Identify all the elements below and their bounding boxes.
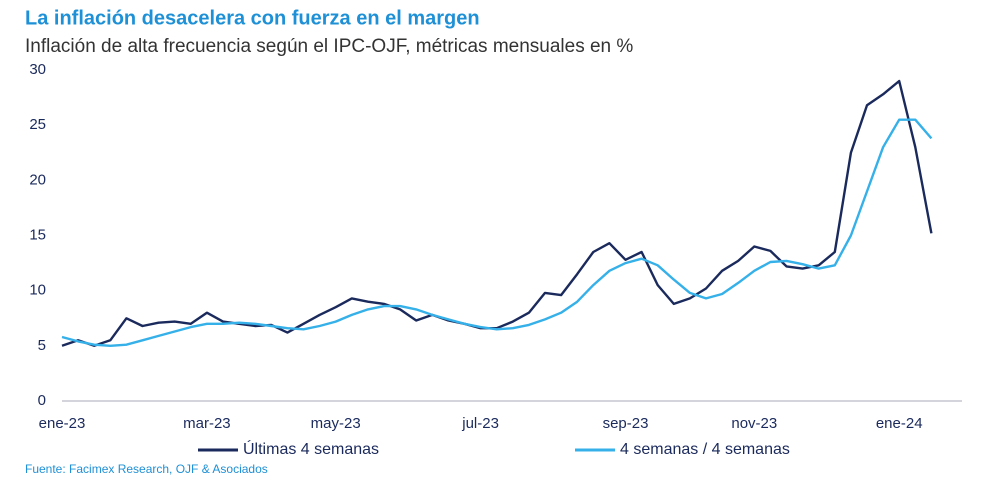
x-tick-label: ene-24 (876, 415, 923, 432)
y-tick-label: 25 (29, 116, 46, 133)
x-tick-label: may-23 (311, 415, 361, 432)
y-tick-label: 0 (38, 392, 46, 409)
y-tick-label: 15 (29, 226, 46, 243)
legend-label: 4 semanas / 4 semanas (620, 441, 790, 458)
series-line (61, 118, 933, 347)
series-line (61, 79, 933, 347)
y-tick-label: 10 (29, 282, 46, 299)
y-tick-label: 30 (29, 61, 46, 78)
x-tick-label: sep-23 (603, 415, 649, 432)
legend-label: Últimas 4 semanas (243, 439, 379, 458)
x-tick-label: mar-23 (183, 415, 231, 432)
x-tick-label: jul-23 (461, 415, 499, 432)
y-tick-label: 5 (38, 337, 46, 354)
source: Fuente: Facimex Research, OJF & Asociado… (25, 462, 268, 476)
chart-title: La inflación desacelera con fuerza en el… (25, 7, 480, 29)
chart-subtitle: Inflación de alta frecuencia según el IP… (25, 36, 633, 57)
x-tick-label: ene-23 (39, 415, 86, 432)
x-tick-label: nov-23 (731, 415, 777, 432)
y-tick-label: 20 (29, 171, 46, 188)
